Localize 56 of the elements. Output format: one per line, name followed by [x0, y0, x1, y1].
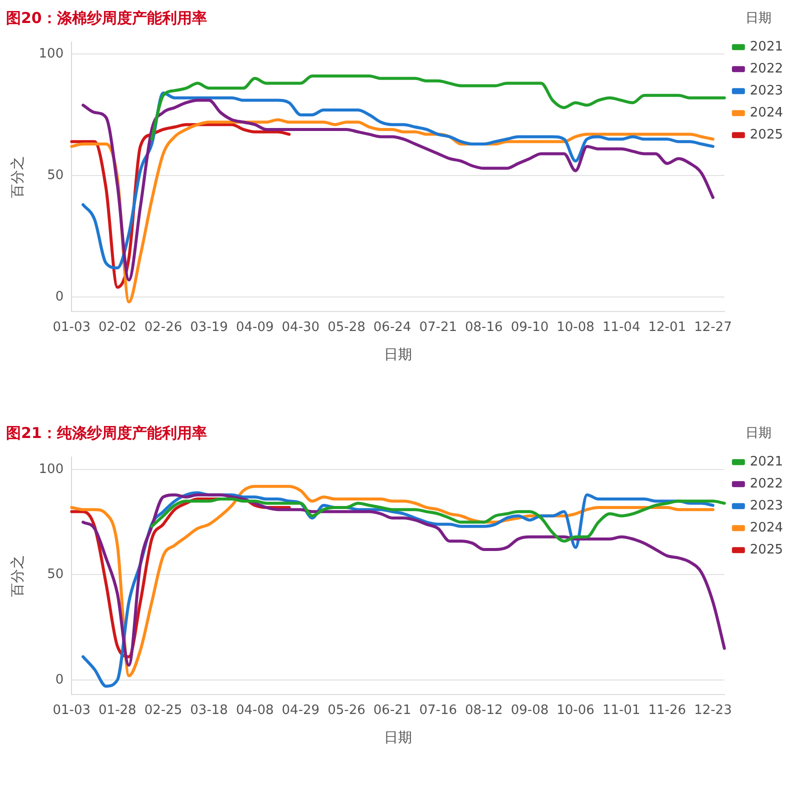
x-tick-label: 01-03 [52, 320, 91, 335]
x-tick-label: 02-26 [144, 320, 182, 335]
x-tick-label: 06-21 [373, 702, 412, 718]
chart-title: 图21：纯涤纱周度产能利用率 [6, 424, 207, 442]
legend-label: 2021 [750, 454, 784, 470]
x-tick-label: 12-27 [694, 320, 732, 335]
x-tick-label: 03-18 [190, 702, 228, 718]
legend-title: 日期 [746, 426, 772, 441]
x-tick-label: 05-28 [328, 320, 366, 335]
legend-label: 2024 [750, 105, 784, 120]
x-tick-label: 09-08 [510, 702, 549, 718]
legend-title: 日期 [746, 10, 772, 26]
x-tick-label: 11-26 [648, 702, 686, 718]
x-tick-label: 10-06 [556, 702, 594, 718]
legend-label: 2024 [750, 520, 784, 536]
x-tick-label: 01-28 [98, 702, 136, 718]
x-tick-label: 05-26 [328, 702, 366, 718]
x-tick-label: 03-19 [190, 320, 228, 335]
x-tick-label: 12-23 [694, 702, 732, 718]
x-tick-label: 04-30 [282, 320, 320, 335]
x-tick-label: 07-16 [419, 702, 457, 718]
x-tick-label: 01-03 [52, 702, 91, 718]
x-tick-label: 09-10 [510, 320, 549, 335]
y-tick-label: 100 [38, 462, 64, 477]
legend-label: 2022 [750, 61, 784, 76]
x-tick-label: 02-25 [144, 702, 182, 718]
x-tick-label: 08-12 [465, 702, 503, 718]
y-axis-title: 百分之 [10, 554, 26, 597]
y-tick-label: 50 [47, 168, 64, 183]
line-series [150, 498, 726, 543]
x-tick-label: 04-09 [236, 320, 274, 335]
x-tick-label: 04-08 [236, 702, 274, 718]
legend-label: 2022 [750, 476, 784, 492]
y-axis-title: 百分之 [10, 156, 26, 198]
legend-label: 2021 [750, 39, 784, 54]
legend-label: 2025 [750, 542, 784, 558]
legend-label: 2025 [750, 127, 784, 142]
x-tick-label: 10-08 [556, 320, 594, 335]
chart-title: 图20：涤棉纱周度产能利用率 [6, 8, 207, 27]
y-tick-label: 0 [55, 289, 64, 304]
legend-label: 2023 [750, 83, 784, 98]
x-tick-label: 02-02 [98, 320, 136, 335]
y-tick-label: 0 [55, 672, 64, 688]
x-tick-label: 11-04 [602, 320, 640, 335]
y-tick-label: 100 [38, 46, 64, 62]
x-axis-title: 日期 [384, 730, 412, 746]
line-series [150, 74, 726, 141]
x-tick-label: 06-24 [373, 320, 412, 335]
x-tick-label: 08-16 [465, 320, 503, 335]
x-axis-title: 日期 [384, 347, 412, 364]
x-tick-label: 04-29 [282, 702, 320, 718]
x-tick-label: 12-01 [648, 320, 686, 335]
x-tick-label: 11-01 [602, 702, 640, 718]
y-tick-label: 50 [47, 567, 64, 582]
legend-label: 2023 [750, 498, 784, 514]
x-tick-label: 07-21 [419, 320, 457, 335]
